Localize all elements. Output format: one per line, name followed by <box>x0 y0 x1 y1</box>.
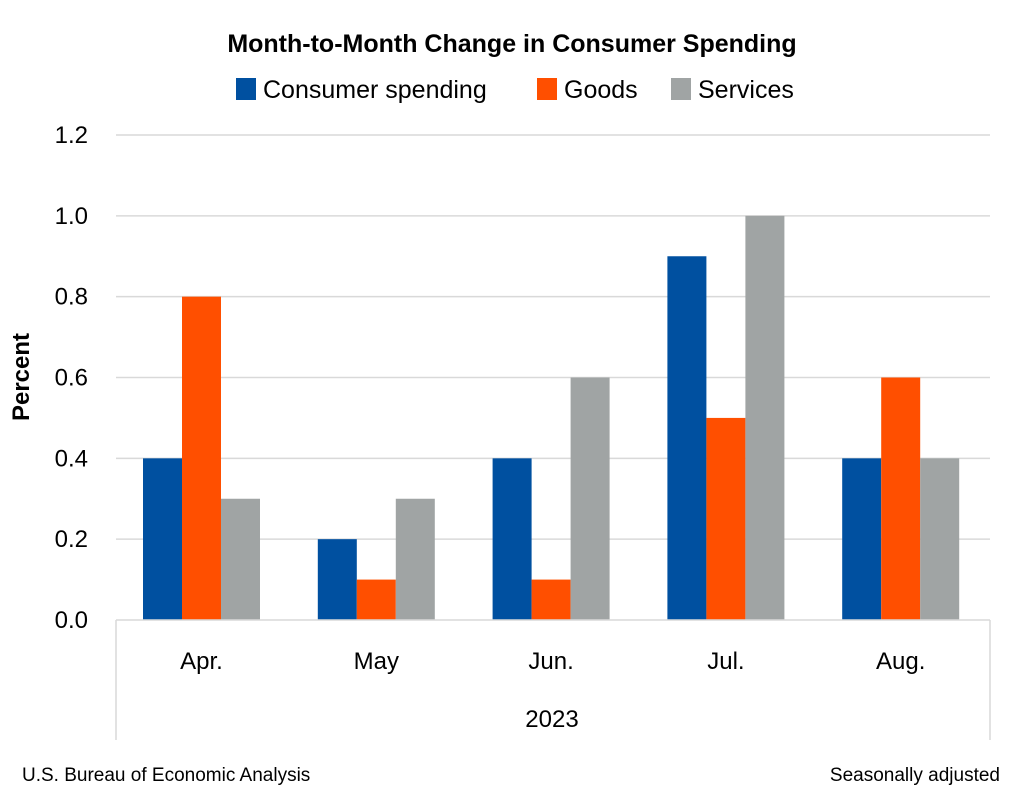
bar-goods-4 <box>881 377 921 620</box>
x-axis: Apr. May Jun. Jul. Aug. <box>115 619 991 740</box>
legend-label: Goods <box>564 76 638 104</box>
x-tick-label: Aug. <box>876 648 925 675</box>
x-tick-label: Jul. <box>707 648 744 675</box>
legend-swatch <box>537 78 557 100</box>
y-tick-label: 0.6 <box>55 365 88 392</box>
bar-consumer-spending-4 <box>842 458 882 620</box>
x-tick-label: May <box>354 648 399 675</box>
y-tick-label: 0.4 <box>55 445 88 472</box>
chart-title: Month-to-Month Change in Consumer Spendi… <box>227 30 796 58</box>
bar-services-4 <box>920 458 960 620</box>
source-note: U.S. Bureau of Economic Analysis <box>22 765 311 786</box>
bar-services-3 <box>745 215 785 621</box>
y-tick-label: 1.0 <box>55 203 88 230</box>
x-tick-label: Apr. <box>180 648 223 675</box>
y-axis-ticks: 0.0 0.2 0.4 0.6 0.8 1.0 1.2 <box>55 122 88 634</box>
bar-goods-0 <box>182 296 221 620</box>
bar-goods-1 <box>356 579 396 620</box>
bar-services-1 <box>395 498 435 620</box>
bar-consumer-spending-1 <box>317 539 357 620</box>
y-axis-label: Percent <box>8 333 35 421</box>
legend-swatch <box>671 78 691 100</box>
bar-services-2 <box>570 377 610 620</box>
x-tick-label: Jun. <box>528 648 573 675</box>
x-axis-group-label: 2023 <box>525 706 578 733</box>
y-tick-label: 0.2 <box>55 526 88 553</box>
legend: Consumer spending Goods Services <box>236 76 794 104</box>
legend-swatch <box>236 78 256 100</box>
bars <box>143 215 960 621</box>
y-tick-label: 1.2 <box>55 122 88 149</box>
y-tick-label: 0.0 <box>55 607 88 634</box>
y-tick-label: 0.8 <box>55 284 88 311</box>
bar-services-0 <box>221 498 260 620</box>
bar-consumer-spending-2 <box>492 458 532 620</box>
bar-consumer-spending-0 <box>143 458 182 620</box>
bar-goods-2 <box>531 579 571 620</box>
bar-consumer-spending-3 <box>667 256 707 620</box>
seasonal-note: Seasonally adjusted <box>829 765 1000 786</box>
legend-label: Services <box>698 76 794 104</box>
bar-goods-3 <box>706 417 746 620</box>
legend-label: Consumer spending <box>263 76 487 104</box>
